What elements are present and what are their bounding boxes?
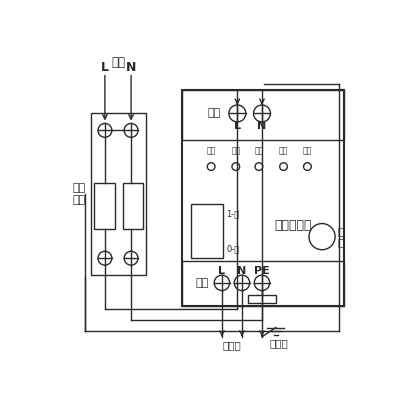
Bar xyxy=(182,261,344,306)
Text: L: L xyxy=(218,266,226,276)
Bar xyxy=(182,90,344,140)
Bar xyxy=(182,90,344,306)
Text: L: L xyxy=(101,61,109,74)
Text: 输入: 输入 xyxy=(111,56,125,69)
Text: 短路: 短路 xyxy=(279,146,288,156)
Text: N: N xyxy=(126,61,136,74)
Text: 接大地: 接大地 xyxy=(270,338,288,348)
Text: 输入: 输入 xyxy=(208,108,221,118)
Bar xyxy=(123,183,144,229)
Text: 接负载: 接负载 xyxy=(222,340,241,350)
Text: N: N xyxy=(237,266,246,276)
Text: 输出: 输出 xyxy=(303,146,312,156)
Bar xyxy=(191,204,224,258)
Text: 电源保护器: 电源保护器 xyxy=(275,218,312,232)
Text: L: L xyxy=(234,121,241,131)
Text: 试
验: 试 验 xyxy=(338,226,344,248)
Text: 漏电: 漏电 xyxy=(254,146,264,156)
Text: 输出: 输出 xyxy=(195,278,208,288)
Text: 开关: 开关 xyxy=(72,196,85,206)
Bar xyxy=(94,183,115,229)
Text: PE: PE xyxy=(254,266,270,276)
Bar xyxy=(91,114,146,275)
Text: 电压: 电压 xyxy=(231,146,240,156)
Text: N: N xyxy=(257,121,267,131)
Text: 运行: 运行 xyxy=(206,146,216,156)
Bar xyxy=(248,295,276,303)
Text: 0-关: 0-关 xyxy=(226,244,240,254)
Text: 空气: 空气 xyxy=(72,183,85,193)
Text: 1-开: 1-开 xyxy=(226,209,240,218)
